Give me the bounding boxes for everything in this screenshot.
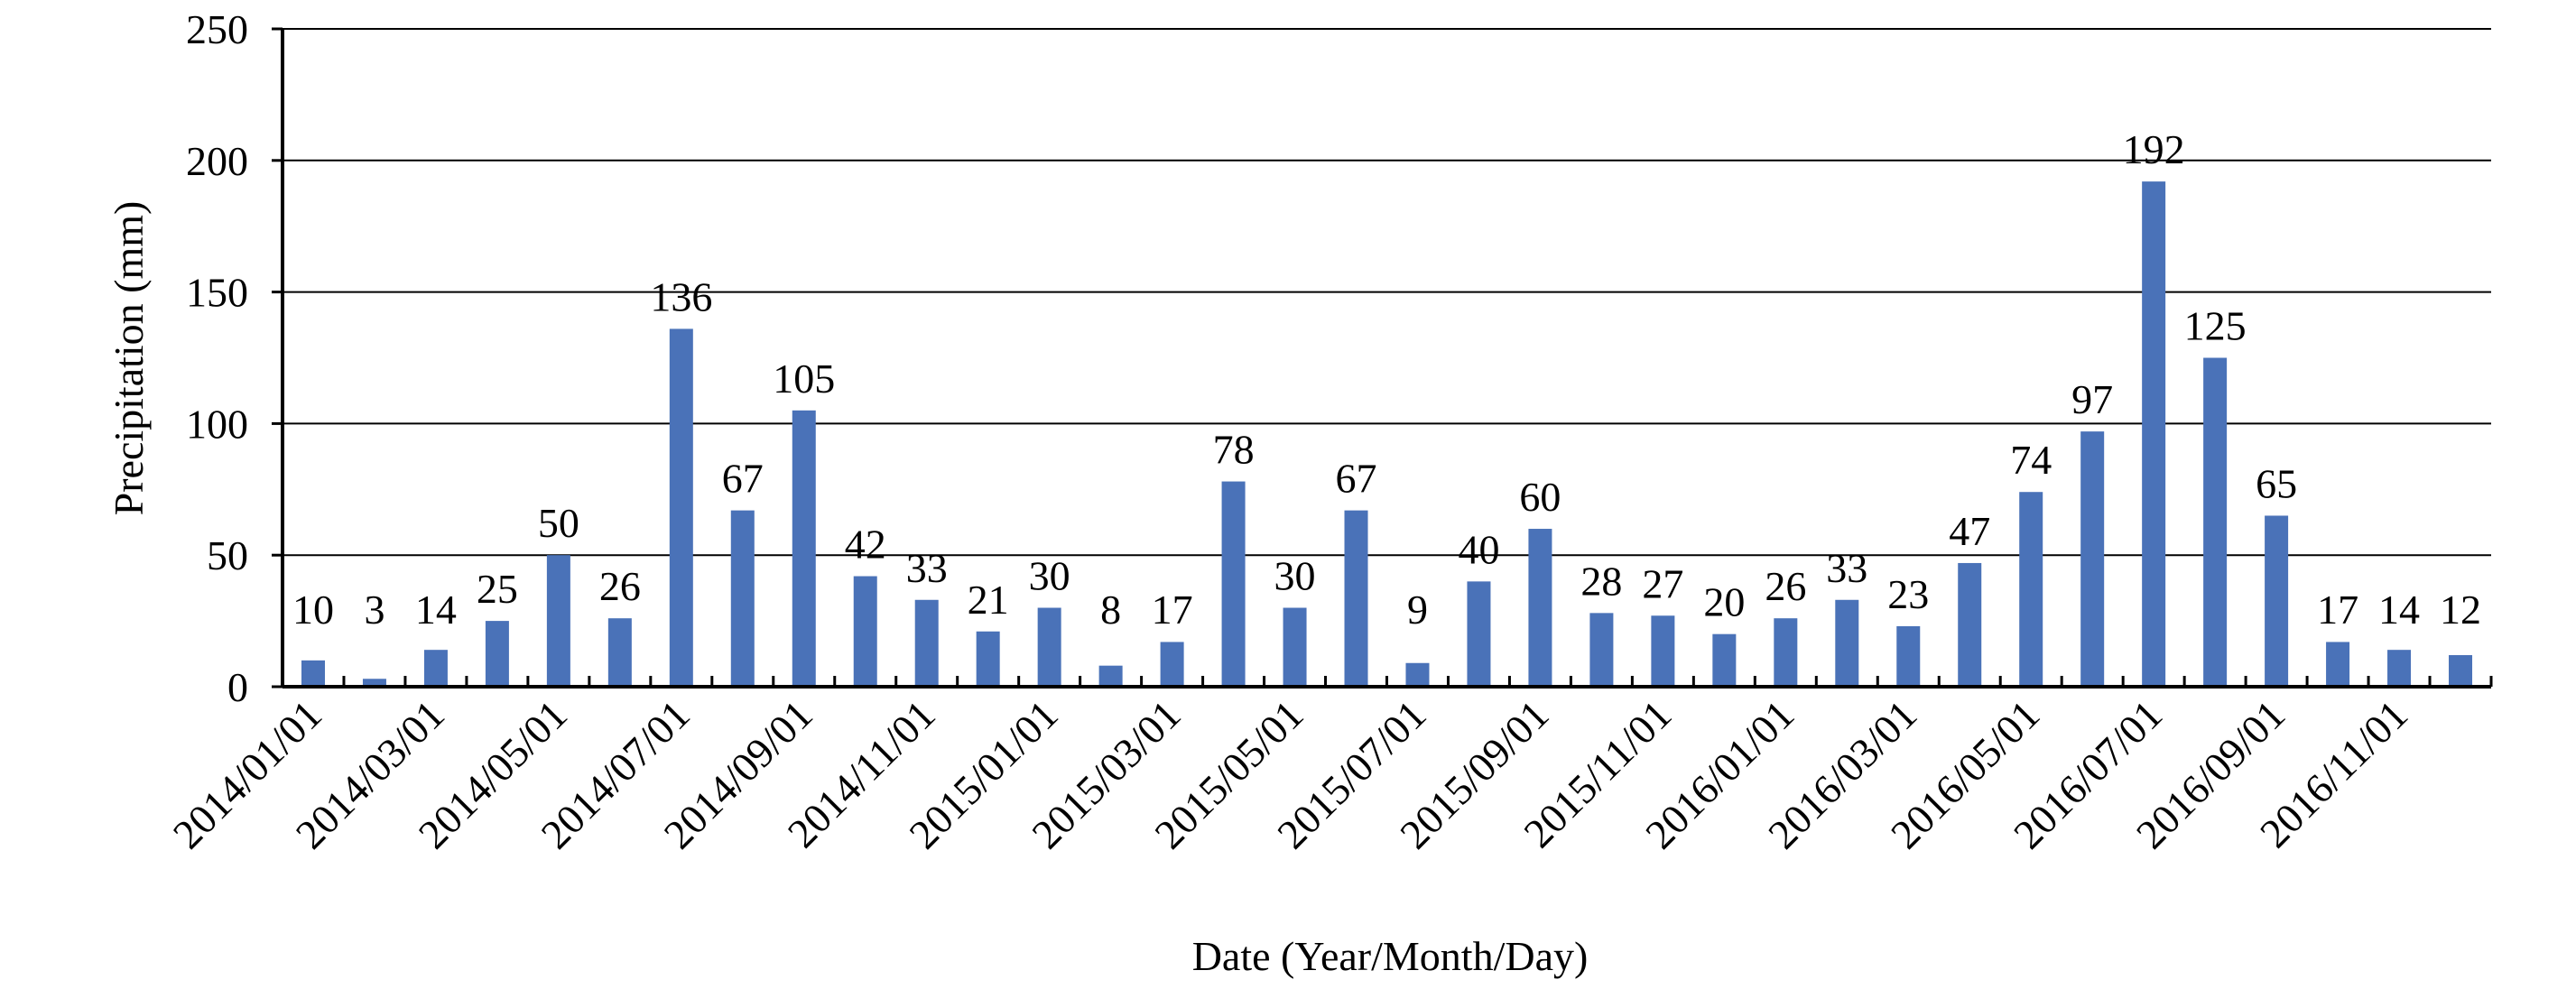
bar xyxy=(2449,655,2473,687)
bar xyxy=(669,328,693,687)
data-label: 23 xyxy=(1887,571,1929,617)
bar xyxy=(1098,665,1123,687)
bar xyxy=(2019,492,2043,687)
bar xyxy=(1835,599,1859,687)
data-label: 60 xyxy=(1519,474,1561,520)
data-label: 26 xyxy=(599,563,641,609)
bar xyxy=(1651,615,1675,687)
data-label: 17 xyxy=(1152,587,1193,633)
data-label: 10 xyxy=(292,587,334,633)
bar xyxy=(1896,625,1921,687)
bar xyxy=(423,650,448,687)
y-tick-label: 250 xyxy=(186,6,248,52)
bar xyxy=(1958,562,1982,687)
data-label: 14 xyxy=(415,587,457,633)
data-label: 74 xyxy=(2010,437,2052,483)
data-label: 33 xyxy=(906,545,948,591)
y-tick-label: 200 xyxy=(186,138,248,184)
bar xyxy=(1774,618,1798,687)
bar xyxy=(362,679,386,687)
bar xyxy=(1528,529,1552,687)
data-label: 97 xyxy=(2071,376,2113,422)
data-label: 30 xyxy=(1029,553,1070,599)
data-label: 27 xyxy=(1642,560,1683,606)
bar xyxy=(1467,581,1491,687)
data-label: 28 xyxy=(1580,558,1622,604)
bar xyxy=(1589,613,1614,687)
x-tick-labels: 2014/01/012014/03/012014/05/012014/07/01… xyxy=(164,691,2416,857)
data-label: 3 xyxy=(364,587,385,633)
data-label: 21 xyxy=(968,577,1009,623)
bar xyxy=(2265,515,2289,687)
bar xyxy=(1221,481,1246,687)
data-label: 26 xyxy=(1765,563,1806,609)
bar xyxy=(853,576,877,687)
bar xyxy=(546,555,570,687)
data-label: 67 xyxy=(722,456,764,502)
data-label: 105 xyxy=(773,356,835,402)
bar xyxy=(1160,642,1184,687)
data-label: 136 xyxy=(650,273,712,319)
bars xyxy=(301,181,2473,688)
data-label: 8 xyxy=(1100,587,1121,633)
bar xyxy=(2387,650,2412,687)
bar xyxy=(1405,662,1430,687)
data-label: 125 xyxy=(2184,303,2247,349)
data-label: 65 xyxy=(2256,460,2297,506)
data-label: 17 xyxy=(2317,587,2358,633)
bar xyxy=(792,410,816,687)
data-labels: 10 3 14 25 50 26 136 67 105 42 33 21 30 8 17 78 30 67 9 40 6… xyxy=(292,126,2481,633)
data-label: 50 xyxy=(538,500,579,546)
y-axis-label: Precipitation (mm) xyxy=(106,201,152,516)
data-label: 67 xyxy=(1336,456,1377,502)
bar xyxy=(2203,357,2228,687)
axes xyxy=(272,27,2493,689)
data-label: 25 xyxy=(477,566,518,612)
y-tick-label: 100 xyxy=(186,401,248,447)
bar xyxy=(607,618,632,687)
bar xyxy=(301,660,325,687)
data-label: 14 xyxy=(2378,587,2420,633)
bar xyxy=(1712,633,1737,687)
bar xyxy=(976,631,1000,687)
bar xyxy=(2326,642,2350,687)
data-label: 30 xyxy=(1274,553,1316,599)
bar xyxy=(1283,607,1307,687)
y-tick-label: 0 xyxy=(227,664,248,710)
gridlines xyxy=(283,28,2491,557)
data-label: 42 xyxy=(845,522,886,568)
data-label: 47 xyxy=(1949,508,1990,554)
bar xyxy=(1037,607,1061,687)
y-tick-label: 50 xyxy=(207,532,248,578)
bar xyxy=(2080,431,2105,687)
x-axis-label: Date (Year/Month/Day) xyxy=(1192,933,1589,979)
y-tick-labels: 0 50 100 150 200 250 xyxy=(186,6,248,710)
data-label: 192 xyxy=(2123,126,2185,172)
bar xyxy=(2142,181,2166,688)
data-label: 33 xyxy=(1826,545,1867,591)
y-tick-label: 150 xyxy=(186,270,248,316)
bar xyxy=(730,510,755,687)
bar xyxy=(1344,510,1368,687)
bar xyxy=(914,599,939,687)
data-label: 78 xyxy=(1213,427,1255,473)
bar xyxy=(485,621,509,687)
data-label: 20 xyxy=(1703,579,1745,625)
data-label: 40 xyxy=(1458,526,1499,572)
data-label: 12 xyxy=(2440,587,2481,633)
data-label: 9 xyxy=(1407,587,1428,633)
